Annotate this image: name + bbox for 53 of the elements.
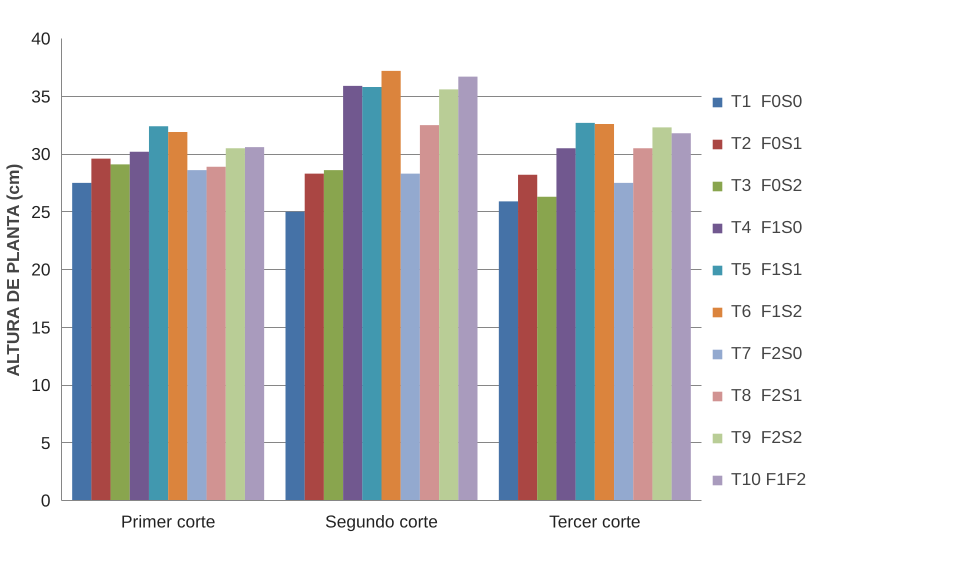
- x-tick-label: Segundo corte: [325, 512, 438, 532]
- bar: [614, 182, 634, 500]
- y-tick-label: 25: [31, 202, 51, 222]
- bar: [458, 76, 478, 500]
- bar: [594, 124, 614, 500]
- bar: [576, 122, 595, 500]
- bar: [168, 132, 188, 500]
- y-tick-label: 35: [31, 86, 51, 106]
- x-tick-label: Primer corte: [120, 512, 216, 532]
- y-tick-label: 40: [31, 28, 51, 48]
- legend-label: T3 F0S2: [731, 175, 802, 196]
- legend-label: T4 F1S0: [731, 217, 802, 238]
- legend-label: T8 F2S1: [731, 385, 802, 406]
- bar: [304, 174, 324, 500]
- y-tick-label: 30: [31, 144, 51, 164]
- bar: [518, 174, 538, 500]
- bar: [91, 158, 111, 500]
- bar: [244, 147, 264, 500]
- y-tick-label: 10: [31, 375, 51, 395]
- y-axis-title: ALTURA DE PLANTA (cm): [3, 164, 24, 377]
- bar: [72, 182, 92, 500]
- bar: [672, 133, 691, 500]
- bar: [652, 127, 672, 500]
- bar: [400, 174, 420, 500]
- y-tick-label: 15: [31, 317, 51, 338]
- bar: [420, 125, 440, 500]
- x-tick-label: Tercer corte: [549, 512, 641, 532]
- bar: [130, 152, 149, 500]
- y-tick-label: 0: [40, 490, 51, 510]
- y-tick-label: 20: [31, 260, 51, 280]
- legend-label: T7 F2S0: [731, 343, 802, 364]
- bar: [226, 148, 245, 500]
- bar: [439, 89, 458, 500]
- bar: [382, 70, 401, 500]
- bar: [633, 148, 652, 500]
- legend-label: T1 F0S0: [731, 91, 802, 112]
- bar: [343, 86, 362, 500]
- legend-label: T5 F1S1: [731, 259, 802, 280]
- bar: [206, 166, 226, 500]
- bar: [286, 212, 305, 500]
- bar: [110, 164, 130, 500]
- legend-label: T2 F0S1: [731, 133, 802, 154]
- bar: [148, 126, 168, 500]
- bar: [324, 170, 344, 500]
- y-tick-label: 5: [40, 432, 51, 453]
- legend-label: T6 F1S2: [731, 301, 802, 322]
- bar: [187, 170, 207, 500]
- legend-label: T9 F2S2: [731, 427, 802, 448]
- bar: [556, 148, 576, 500]
- legend-label: T10 F1F2: [731, 469, 806, 490]
- bar: [537, 196, 556, 500]
- bar: [498, 201, 518, 500]
- bar: [362, 87, 382, 500]
